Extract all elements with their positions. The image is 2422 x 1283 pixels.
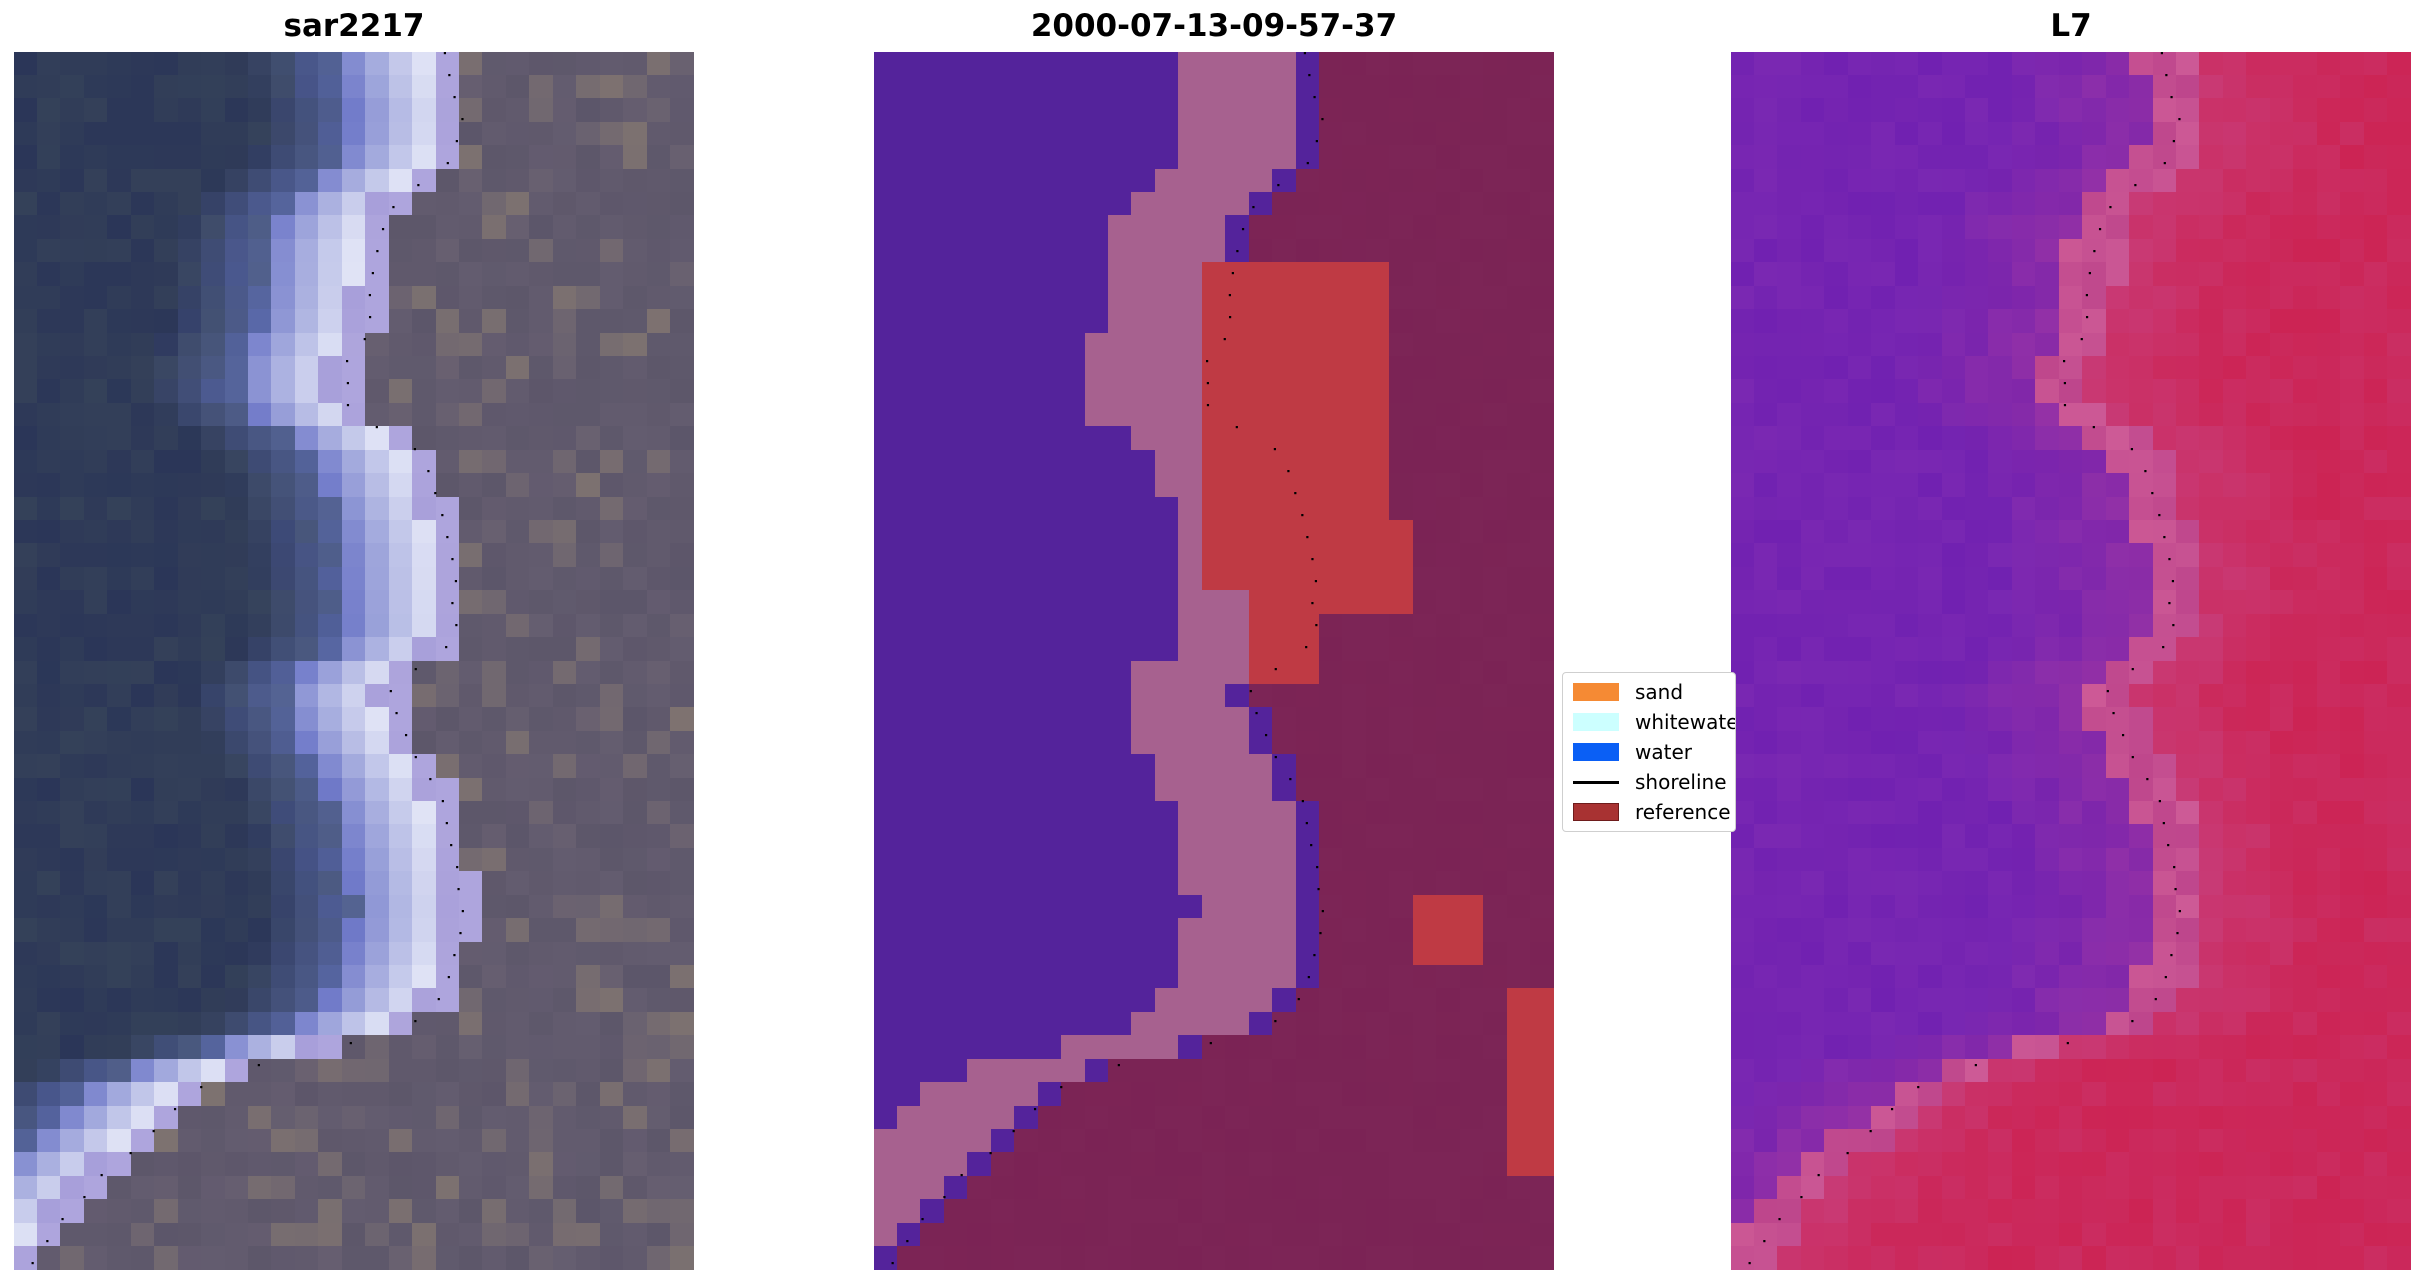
panel-title-l7: L7 [2050, 8, 2092, 44]
legend-label-reference: reference [1635, 800, 1731, 824]
legend-label-water: water [1635, 740, 1692, 764]
legend-label-shoreline: shoreline [1635, 770, 1727, 794]
panel-title-classified: 2000-07-13-09-57-37 [1030, 8, 1398, 44]
sand-swatch [1573, 683, 1619, 701]
water-swatch [1573, 743, 1619, 761]
rgb-image-panel [14, 52, 694, 1270]
classified-image [874, 52, 1554, 1270]
panel-title-rgb: sar2217 [283, 8, 425, 44]
legend-item-shoreline: shoreline [1573, 770, 1727, 794]
legend-item-water: water [1573, 740, 1692, 764]
l7-image-panel [1731, 52, 2411, 1270]
legend: sand whitewater water shoreline referenc… [1562, 672, 1736, 832]
reference-swatch [1573, 803, 1619, 821]
legend-item-whitewater: whitewater [1573, 710, 1736, 734]
legend-label-sand: sand [1635, 680, 1684, 704]
legend-label-whitewater: whitewater [1635, 710, 1736, 734]
l7-index-image [1731, 52, 2411, 1270]
legend-item-reference: reference [1573, 800, 1731, 824]
rgb-satellite-image [14, 52, 694, 1270]
whitewater-swatch [1573, 713, 1619, 731]
classified-image-panel [874, 52, 1554, 1270]
legend-item-sand: sand [1573, 680, 1683, 704]
shoreline-line-swatch [1573, 780, 1619, 784]
